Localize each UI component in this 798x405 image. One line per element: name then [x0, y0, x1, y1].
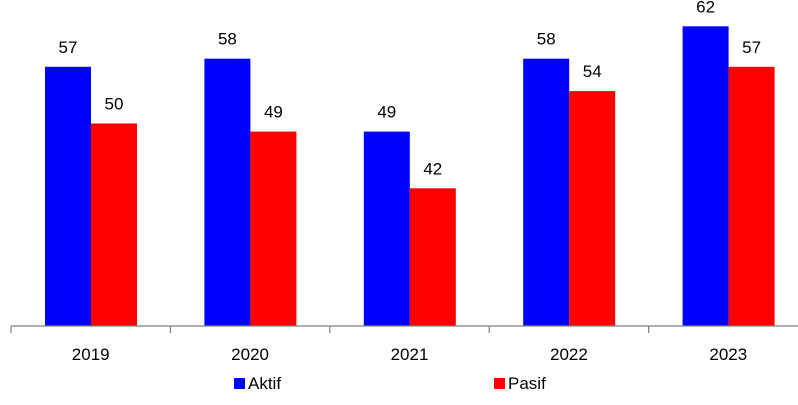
- data-label-pasif-2023: 57: [742, 38, 761, 57]
- bar-aktif-2019: [45, 66, 91, 327]
- bar-aktif-2022: [523, 58, 570, 326]
- data-label-aktif-2021: 49: [377, 103, 396, 122]
- x-tick-label-2020: 2020: [231, 345, 269, 364]
- data-label-pasif-2021: 42: [423, 159, 442, 178]
- data-labels-layer: 57 50 58 49 49 42 58 54 62 57: [59, 0, 762, 178]
- data-label-aktif-2022: 58: [537, 30, 556, 49]
- data-label-pasif-2020: 49: [264, 103, 283, 122]
- bar-pasif-2022: [569, 91, 616, 326]
- bar-pasif-2020: [250, 131, 297, 326]
- x-tick-label-2023: 2023: [709, 345, 747, 364]
- bar-pasif-2021: [409, 188, 456, 326]
- legend-swatch-aktif: [234, 378, 245, 389]
- data-label-aktif-2020: 58: [218, 30, 237, 49]
- legend-label-pasif: Pasif: [508, 374, 546, 393]
- data-label-pasif-2019: 50: [105, 95, 124, 114]
- bar-aktif-2021: [363, 131, 410, 326]
- bars-layer: [45, 26, 775, 327]
- data-label-aktif-2023: 62: [696, 0, 715, 16]
- x-axis: 2019 2020 2021 2022 2023: [10, 325, 798, 364]
- bar-aktif-2023: [682, 26, 729, 327]
- bar-aktif-2020: [204, 58, 251, 326]
- bar-pasif-2019: [91, 123, 137, 326]
- data-label-aktif-2019: 57: [59, 38, 78, 57]
- x-tick-label-2019: 2019: [72, 345, 110, 364]
- legend-label-aktif: Aktif: [248, 374, 281, 393]
- x-tick-label-2021: 2021: [391, 345, 429, 364]
- legend-swatch-pasif: [494, 378, 505, 389]
- legend: Aktif Pasif: [234, 374, 546, 393]
- bar-pasif-2023: [728, 66, 775, 327]
- data-label-pasif-2022: 54: [583, 62, 602, 81]
- x-tick-label-2022: 2022: [550, 345, 588, 364]
